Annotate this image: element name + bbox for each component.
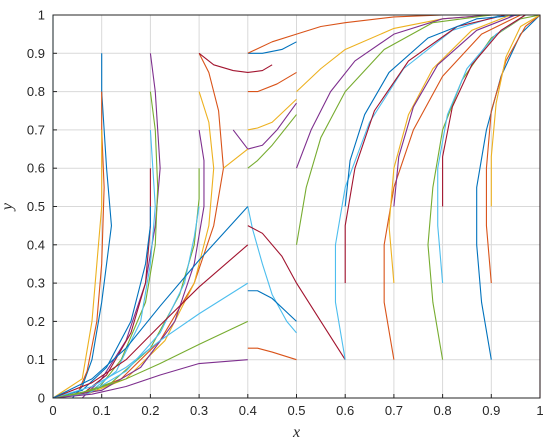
y-tick-label: 0 — [38, 391, 45, 406]
x-tick-label: 0.2 — [141, 403, 159, 418]
trajectory-line — [247, 71, 297, 93]
trajectory-line — [247, 206, 297, 334]
trajectory-line — [295, 14, 540, 245]
trajectory-line — [52, 206, 151, 399]
trajectory-line — [198, 52, 273, 73]
x-tick-label: 0.5 — [287, 403, 305, 418]
x-tick-label: 0.4 — [239, 403, 257, 418]
trajectory-line — [388, 14, 540, 284]
y-tick-label: 0.9 — [27, 46, 45, 61]
y-tick-label: 0.4 — [27, 237, 45, 252]
trajectory-line — [52, 53, 224, 399]
trajectory-line — [53, 53, 161, 399]
trajectory-line — [52, 129, 103, 399]
y-tick-label: 0.8 — [27, 84, 45, 99]
y-tick-label: 0.1 — [27, 352, 45, 367]
x-tick-label: 0.8 — [434, 403, 452, 418]
x-tick-label: 1 — [536, 403, 543, 418]
x-tick-label: 0 — [49, 403, 56, 418]
trajectory-line — [52, 359, 248, 399]
x-tick-label: 0.9 — [482, 403, 500, 418]
trajectory-line — [52, 244, 249, 399]
trajectory-line — [52, 91, 159, 399]
trajectory-line — [247, 98, 297, 131]
y-tick-label: 0.3 — [27, 276, 45, 291]
y-tick-label: 1 — [38, 8, 45, 23]
y-tick-label: 0.5 — [27, 199, 45, 214]
trajectory-line — [247, 41, 297, 54]
trajectory-line — [52, 206, 249, 399]
trajectory-line — [52, 320, 249, 399]
x-tick-label: 0.7 — [385, 403, 403, 418]
trajectory-line — [490, 14, 541, 207]
x-tick-label: 0.3 — [190, 403, 208, 418]
trajectory-line — [427, 14, 541, 360]
trajectory-line — [247, 225, 346, 360]
x-tick-label: 0.6 — [336, 403, 354, 418]
trajectory-line — [485, 14, 541, 284]
trajectory-line — [232, 102, 297, 150]
y-tick-label: 0.6 — [27, 161, 45, 176]
trajectory-line — [383, 14, 540, 360]
trajectory-line — [247, 347, 297, 361]
y-tick-label: 0.7 — [27, 122, 45, 137]
trajectory-line — [52, 91, 215, 399]
ticks: 0 0.1 0.2 0.3 0.4 0.5 0.6 0.7 0.8 0.9 1 0 0.1 0.2 0.3 0… — [27, 8, 544, 419]
trajectory-line — [223, 148, 249, 169]
y-axis-label: y — [0, 202, 16, 212]
trajectory-line — [437, 14, 540, 284]
x-axis-label: x — [292, 424, 300, 441]
y-tick-label: 0.2 — [27, 314, 45, 329]
x-tick-label: 0.1 — [93, 403, 111, 418]
trajectory-line — [247, 290, 297, 322]
trajectory-line — [52, 129, 205, 399]
trajectory-line — [52, 282, 249, 399]
trajectory-line — [247, 114, 297, 169]
trajectory-line — [393, 14, 540, 207]
